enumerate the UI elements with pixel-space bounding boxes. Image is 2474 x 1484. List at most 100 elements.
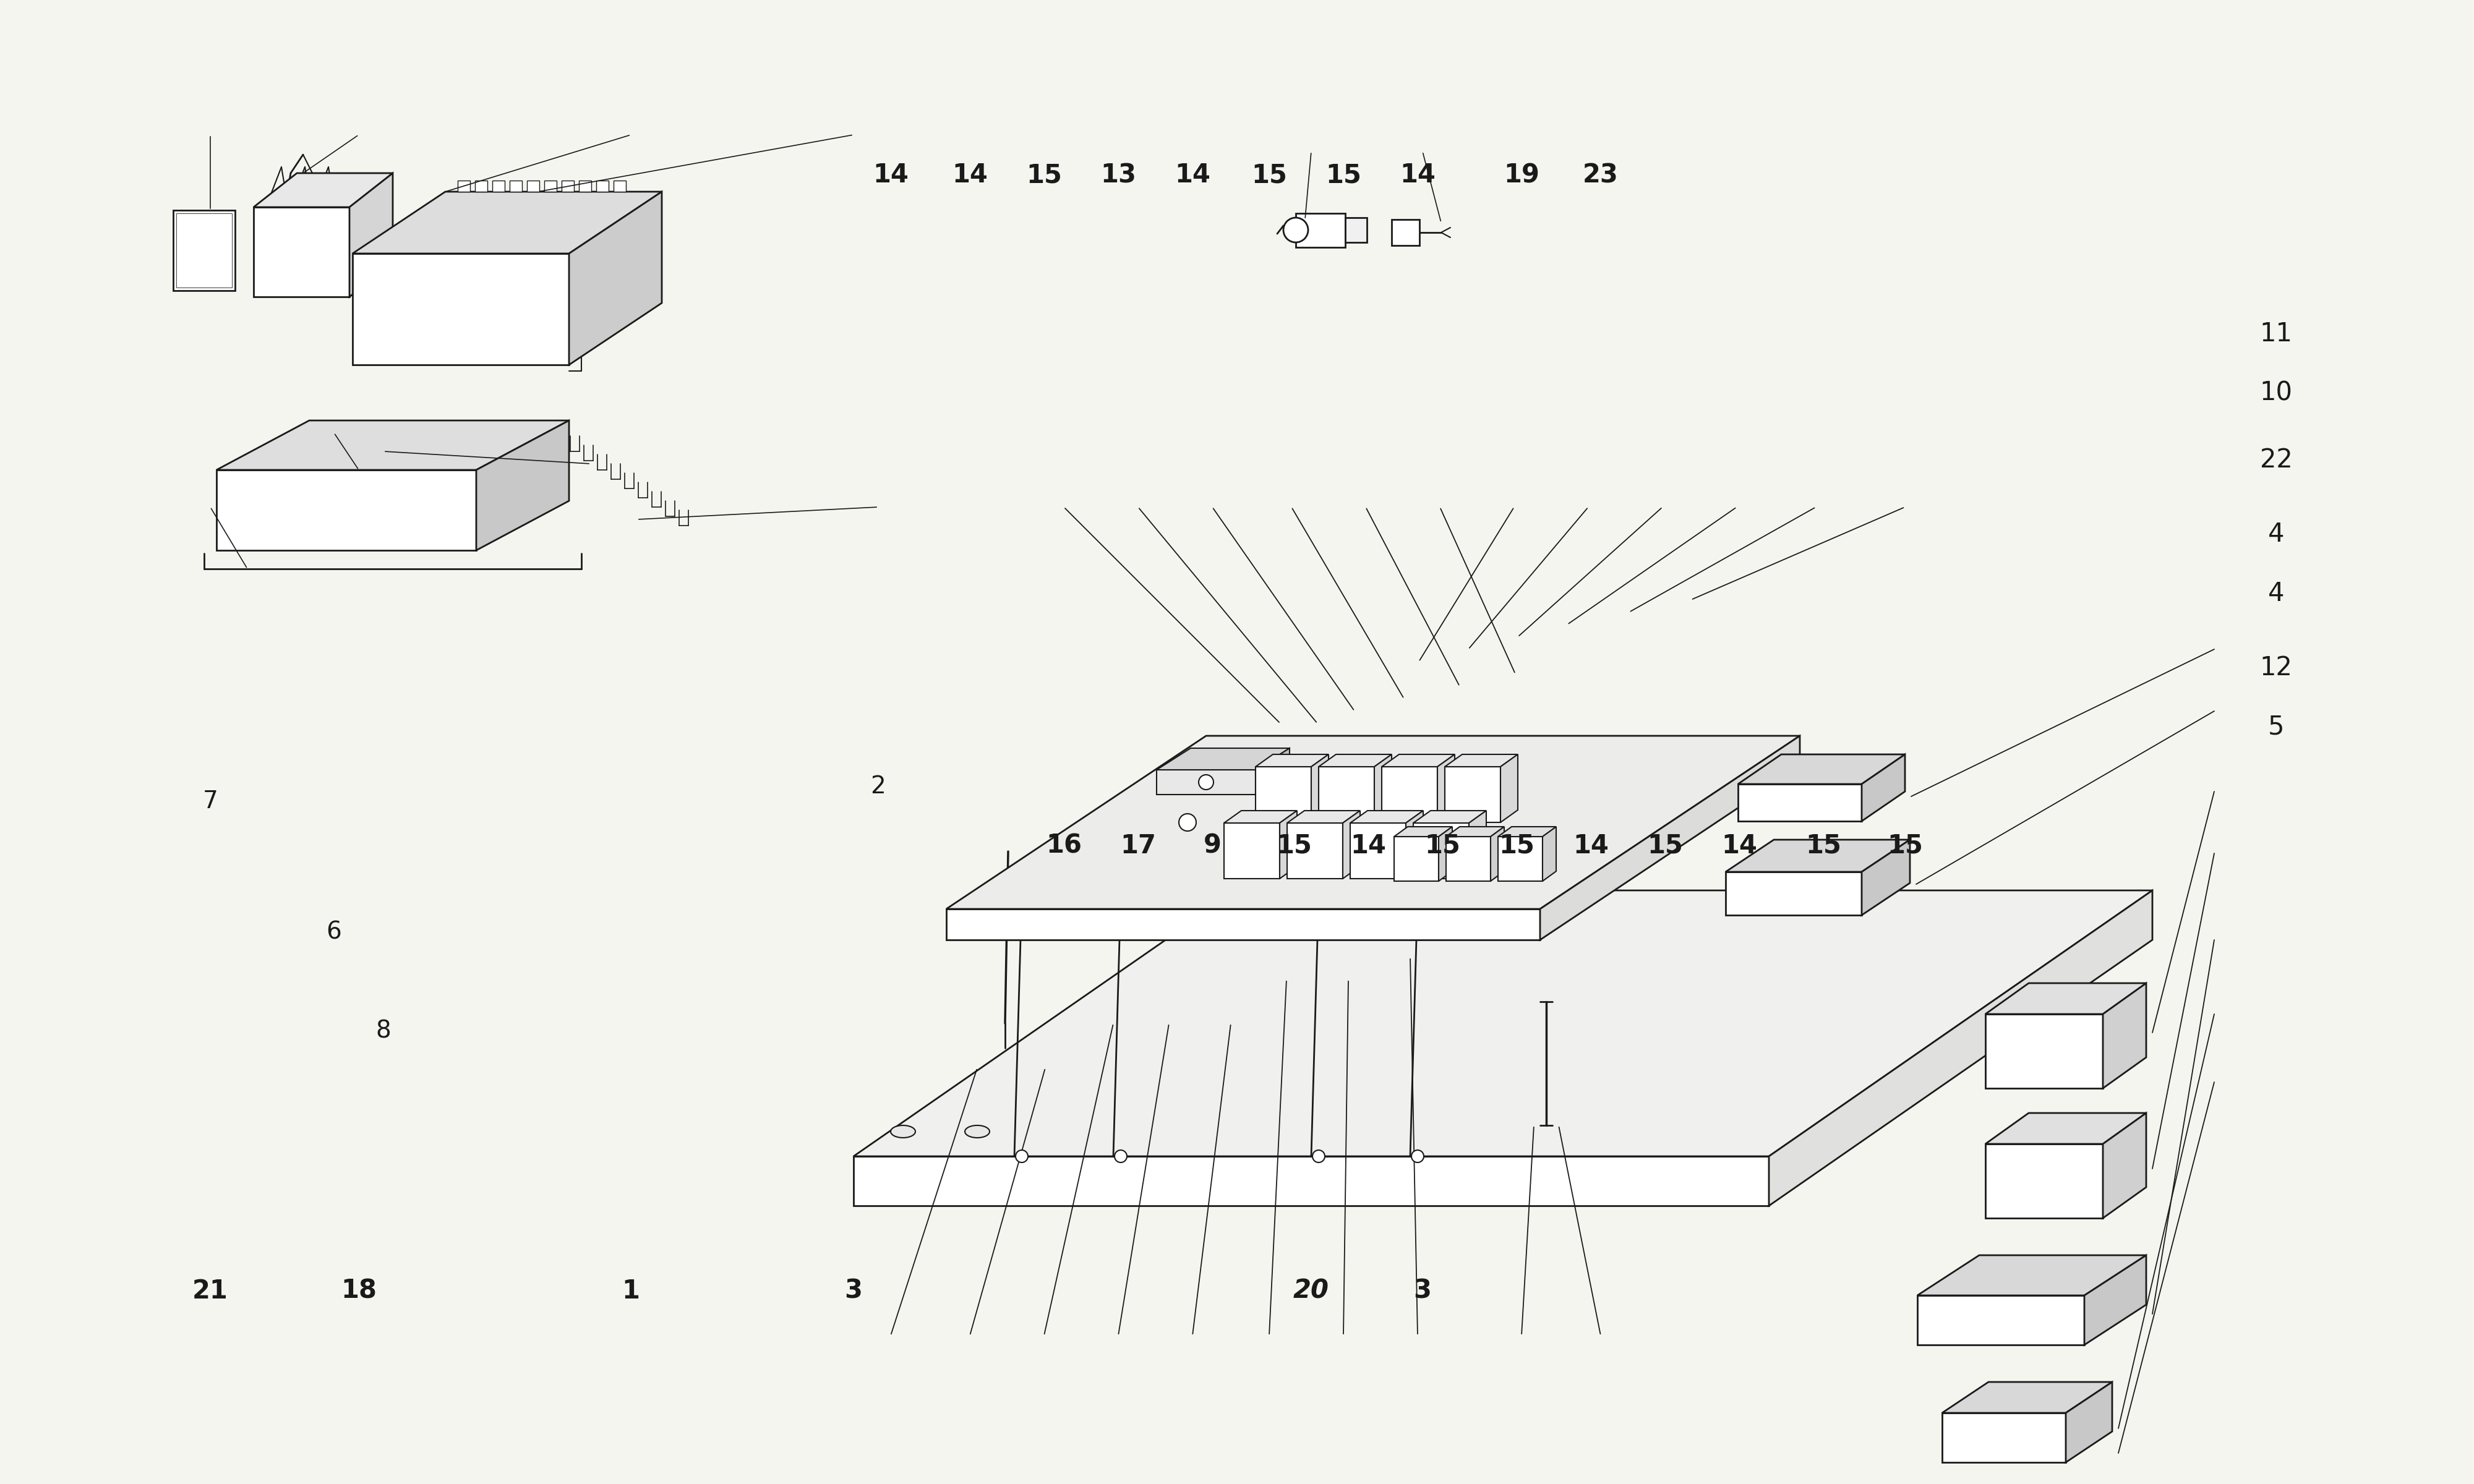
Polygon shape bbox=[1917, 1296, 2083, 1345]
Text: 22: 22 bbox=[2259, 447, 2293, 473]
Bar bbox=[527, 181, 539, 191]
Polygon shape bbox=[1489, 827, 1504, 881]
Polygon shape bbox=[1380, 767, 1437, 822]
Polygon shape bbox=[1984, 1144, 2103, 1218]
Bar bbox=[2001, 1304, 2066, 1336]
Polygon shape bbox=[1351, 810, 1423, 824]
Polygon shape bbox=[354, 254, 569, 365]
Polygon shape bbox=[569, 191, 663, 365]
Polygon shape bbox=[854, 1156, 1769, 1205]
Polygon shape bbox=[1257, 754, 1329, 767]
Text: 14: 14 bbox=[1351, 833, 1385, 859]
Text: 11: 11 bbox=[2259, 321, 2293, 347]
Polygon shape bbox=[1769, 890, 2152, 1205]
Bar bbox=[1930, 1304, 1989, 1336]
Circle shape bbox=[1752, 800, 1771, 819]
Polygon shape bbox=[1158, 748, 1289, 770]
Bar bbox=[173, 211, 235, 291]
Polygon shape bbox=[1351, 824, 1405, 879]
Polygon shape bbox=[945, 736, 1801, 908]
Text: 4: 4 bbox=[2269, 521, 2284, 548]
Polygon shape bbox=[1257, 767, 1311, 822]
Text: 2: 2 bbox=[871, 775, 886, 798]
Text: 15: 15 bbox=[1648, 833, 1682, 859]
Polygon shape bbox=[1445, 754, 1519, 767]
Polygon shape bbox=[945, 908, 1539, 939]
Text: 20: 20 bbox=[1294, 1278, 1329, 1304]
Text: 15: 15 bbox=[1252, 162, 1286, 188]
Polygon shape bbox=[1286, 810, 1361, 824]
Bar bbox=[458, 181, 470, 191]
Bar bbox=[492, 181, 505, 191]
Polygon shape bbox=[2083, 1255, 2147, 1345]
Text: 18: 18 bbox=[341, 1278, 376, 1304]
Polygon shape bbox=[1942, 1382, 2113, 1413]
Polygon shape bbox=[2103, 1113, 2147, 1218]
Circle shape bbox=[1410, 1150, 1425, 1162]
Bar bbox=[596, 181, 609, 191]
Text: 15: 15 bbox=[1888, 833, 1922, 859]
Polygon shape bbox=[218, 420, 569, 470]
Circle shape bbox=[1197, 775, 1212, 789]
Polygon shape bbox=[1499, 754, 1519, 822]
Circle shape bbox=[1017, 1150, 1029, 1162]
Text: 3: 3 bbox=[1413, 1278, 1432, 1304]
Polygon shape bbox=[1737, 754, 1905, 784]
Circle shape bbox=[1284, 218, 1309, 242]
Bar bbox=[510, 181, 522, 191]
Text: 13: 13 bbox=[1101, 162, 1136, 188]
Text: 16: 16 bbox=[1047, 833, 1081, 859]
Text: 14: 14 bbox=[1400, 162, 1435, 188]
Text: 15: 15 bbox=[1499, 833, 1534, 859]
Polygon shape bbox=[1737, 784, 1863, 821]
Text: 6: 6 bbox=[327, 920, 341, 944]
Bar bbox=[1346, 218, 1366, 242]
Text: 15: 15 bbox=[1277, 833, 1311, 859]
Text: 14: 14 bbox=[873, 162, 908, 188]
Polygon shape bbox=[1437, 754, 1455, 822]
Text: 15: 15 bbox=[1027, 162, 1061, 188]
Bar bbox=[176, 214, 233, 288]
Text: 19: 19 bbox=[1504, 162, 1539, 188]
Polygon shape bbox=[1343, 810, 1361, 879]
Circle shape bbox=[1113, 1150, 1128, 1162]
Polygon shape bbox=[1445, 767, 1499, 822]
Text: 4: 4 bbox=[2269, 580, 2284, 607]
Polygon shape bbox=[1380, 754, 1455, 767]
Polygon shape bbox=[1279, 810, 1296, 879]
Bar bbox=[562, 181, 574, 191]
Polygon shape bbox=[1158, 770, 1257, 794]
Text: 15: 15 bbox=[1425, 833, 1460, 859]
Bar bbox=[1296, 214, 1346, 248]
Bar bbox=[544, 181, 557, 191]
Polygon shape bbox=[1395, 837, 1440, 881]
Polygon shape bbox=[1544, 827, 1556, 881]
Polygon shape bbox=[218, 470, 475, 551]
Text: 1: 1 bbox=[621, 1278, 641, 1304]
Polygon shape bbox=[1984, 982, 2147, 1014]
Polygon shape bbox=[1311, 754, 1329, 822]
Bar bbox=[1390, 220, 1420, 245]
Polygon shape bbox=[1225, 810, 1296, 824]
Polygon shape bbox=[1984, 1014, 2103, 1088]
Polygon shape bbox=[1440, 827, 1452, 881]
Polygon shape bbox=[1376, 754, 1390, 822]
Bar bbox=[579, 181, 591, 191]
Text: 23: 23 bbox=[1583, 162, 1618, 188]
Text: 14: 14 bbox=[1722, 833, 1757, 859]
Polygon shape bbox=[1539, 736, 1801, 939]
Polygon shape bbox=[1942, 1413, 2066, 1462]
Circle shape bbox=[1311, 1150, 1326, 1162]
Text: 14: 14 bbox=[952, 162, 987, 188]
Text: 10: 10 bbox=[2259, 380, 2293, 407]
Polygon shape bbox=[1863, 840, 1910, 916]
Polygon shape bbox=[854, 890, 2152, 1156]
Bar bbox=[614, 181, 626, 191]
Polygon shape bbox=[1257, 748, 1289, 794]
Ellipse shape bbox=[891, 1125, 915, 1138]
Text: 21: 21 bbox=[193, 1278, 228, 1304]
Polygon shape bbox=[1727, 840, 1910, 871]
Polygon shape bbox=[1499, 837, 1544, 881]
Polygon shape bbox=[1319, 754, 1390, 767]
Ellipse shape bbox=[965, 1125, 990, 1138]
